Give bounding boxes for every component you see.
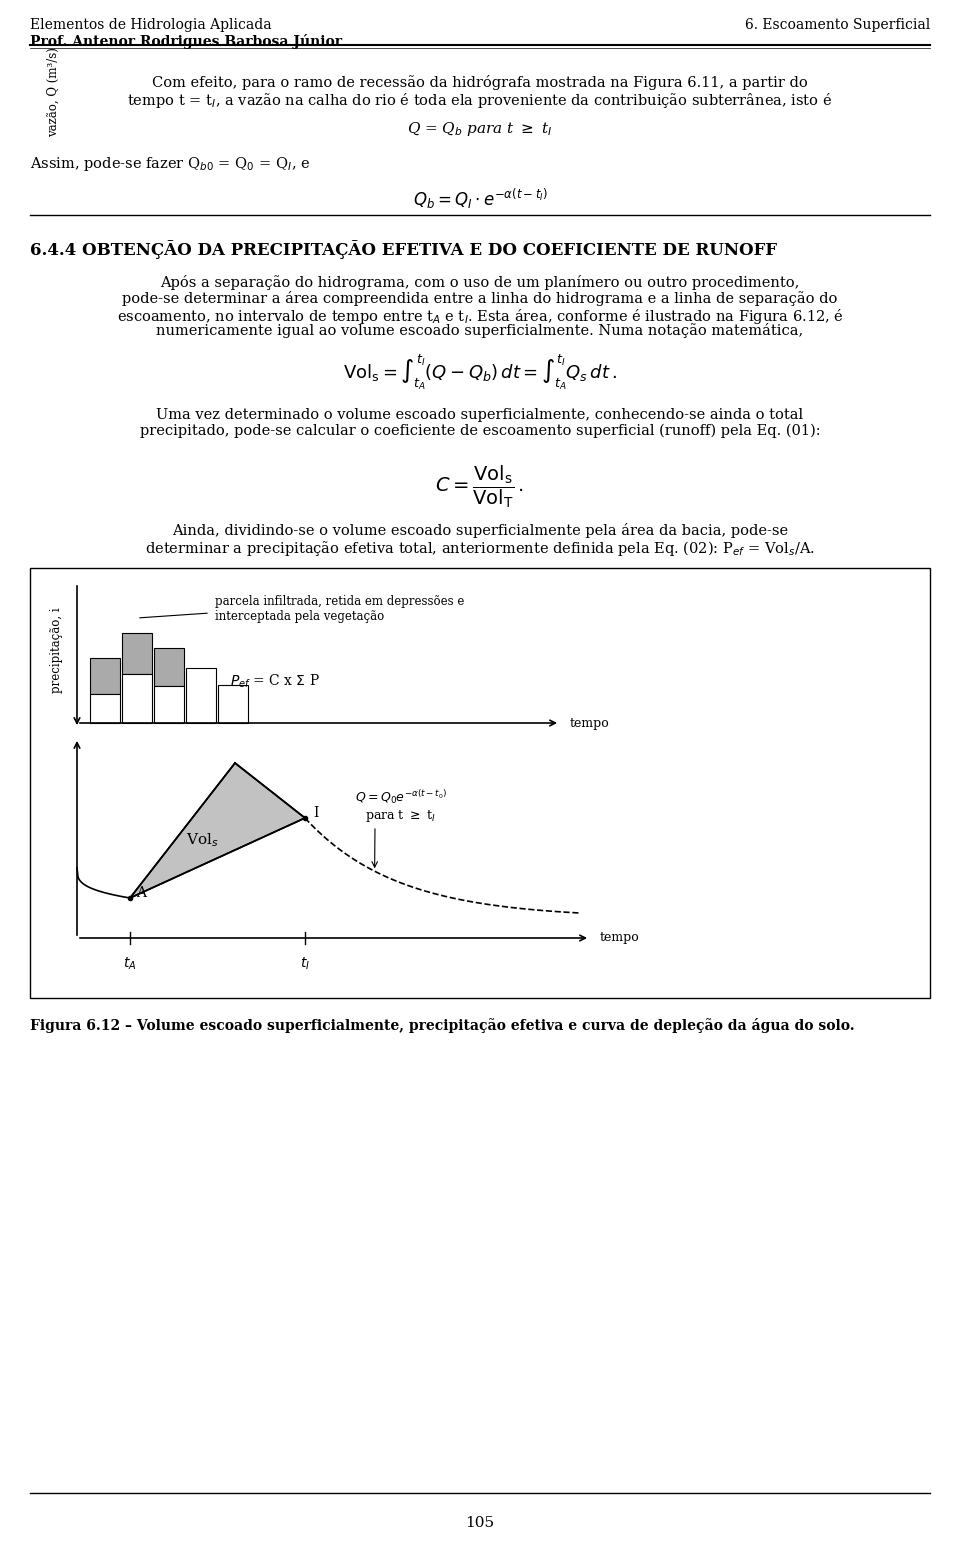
Polygon shape: [130, 763, 305, 898]
Bar: [90, 658, 120, 694]
Bar: [154, 686, 184, 723]
Bar: [154, 649, 184, 686]
Bar: [90, 694, 120, 723]
Bar: [218, 686, 248, 723]
Text: tempo: tempo: [570, 717, 610, 729]
Text: Prof. Antenor Rodrigues Barbosa Júnior: Prof. Antenor Rodrigues Barbosa Júnior: [30, 34, 342, 50]
Text: $\mathrm{Vol_s} = \int_{t_A}^{t_I} \left(Q - Q_b\right)\, dt = \int_{t_A}^{t_I} : $\mathrm{Vol_s} = \int_{t_A}^{t_I} \left…: [343, 353, 617, 392]
Text: 6.4.4 OBTENÇÃO DA PRECIPITAÇÃO EFETIVA E DO COEFICIENTE DE RUNOFF: 6.4.4 OBTENÇÃO DA PRECIPITAÇÃO EFETIVA E…: [30, 240, 778, 259]
Text: tempo: tempo: [600, 932, 639, 944]
Text: $C = \dfrac{\mathrm{Vol_s}}{\mathrm{Vol_T}}\,.$: $C = \dfrac{\mathrm{Vol_s}}{\mathrm{Vol_…: [436, 463, 524, 509]
Text: precipitação, i: precipitação, i: [50, 607, 63, 694]
Text: Q = Q$_b$ para t $\geq$ t$_I$: Q = Q$_b$ para t $\geq$ t$_I$: [407, 121, 553, 138]
Text: Assim, pode-se fazer Q$_{b0}$ = Q$_0$ = Q$_I$, e: Assim, pode-se fazer Q$_{b0}$ = Q$_0$ = …: [30, 155, 310, 173]
Text: 6. Escoamento Superficial: 6. Escoamento Superficial: [745, 19, 930, 33]
Text: vazão, Q (m³/s): vazão, Q (m³/s): [47, 46, 60, 136]
Text: $Q_b = Q_I \cdot e^{-\alpha(t-t_I)}$: $Q_b = Q_I \cdot e^{-\alpha(t-t_I)}$: [413, 187, 547, 211]
Text: para t $\geq$ t$_I$: para t $\geq$ t$_I$: [365, 808, 436, 824]
Text: escoamento, no intervalo de tempo entre t$_A$ e t$_I$. Esta área, conforme é ilu: escoamento, no intervalo de tempo entre …: [116, 307, 844, 327]
Text: $t_I$: $t_I$: [300, 957, 310, 972]
Text: Vol$_s$: Vol$_s$: [185, 831, 218, 848]
Bar: [122, 673, 152, 723]
Bar: [122, 633, 152, 673]
Text: Ainda, dividindo-se o volume escoado superficialmente pela área da bacia, pode-s: Ainda, dividindo-se o volume escoado sup…: [172, 523, 788, 539]
Text: 105: 105: [466, 1515, 494, 1529]
Text: $P_{ef}$ = C x $\Sigma$ P: $P_{ef}$ = C x $\Sigma$ P: [230, 673, 320, 690]
Text: Com efeito, para o ramo de recessão da hidrógrafa mostrada na Figura 6.11, a par: Com efeito, para o ramo de recessão da h…: [152, 74, 808, 90]
Text: A: A: [136, 885, 146, 899]
Text: Após a separação do hidrograma, com o uso de um planímero ou outro procedimento,: Após a separação do hidrograma, com o us…: [160, 276, 800, 289]
Text: Uma vez determinado o volume escoado superficialmente, conhecendo-se ainda o tot: Uma vez determinado o volume escoado sup…: [156, 409, 804, 423]
FancyBboxPatch shape: [30, 568, 930, 998]
Text: pode-se determinar a área compreendida entre a linha do hidrograma e a linha de : pode-se determinar a área compreendida e…: [122, 291, 838, 307]
Text: Elementos de Hidrologia Aplicada: Elementos de Hidrologia Aplicada: [30, 19, 272, 33]
Text: tempo t = t$_I$, a vazão na calha do rio é toda ela proveniente da contribuição : tempo t = t$_I$, a vazão na calha do rio…: [128, 91, 832, 110]
Text: numericamente igual ao volume escoado superficialmente. Numa notação matemática,: numericamente igual ao volume escoado su…: [156, 324, 804, 337]
Text: I: I: [313, 807, 319, 820]
Text: parcela infiltrada, retida em depressões e
interceptada pela vegetação: parcela infiltrada, retida em depressões…: [215, 594, 465, 622]
Bar: [186, 669, 216, 723]
Text: determinar a precipitação efetiva total, anteriormente definida pela Eq. (02): P: determinar a precipitação efetiva total,…: [145, 539, 815, 557]
Text: precipitado, pode-se calcular o coeficiente de escoamento superficial (runoff) p: precipitado, pode-se calcular o coeficie…: [140, 424, 820, 438]
Text: $t_A$: $t_A$: [123, 957, 136, 972]
Text: Figura 6.12 – Volume escoado superficialmente, precipitação efetiva e curva de d: Figura 6.12 – Volume escoado superficial…: [30, 1019, 854, 1033]
Text: $Q = Q_0 e^{-\alpha(t - t_0)}$: $Q = Q_0 e^{-\alpha(t - t_0)}$: [355, 788, 447, 807]
